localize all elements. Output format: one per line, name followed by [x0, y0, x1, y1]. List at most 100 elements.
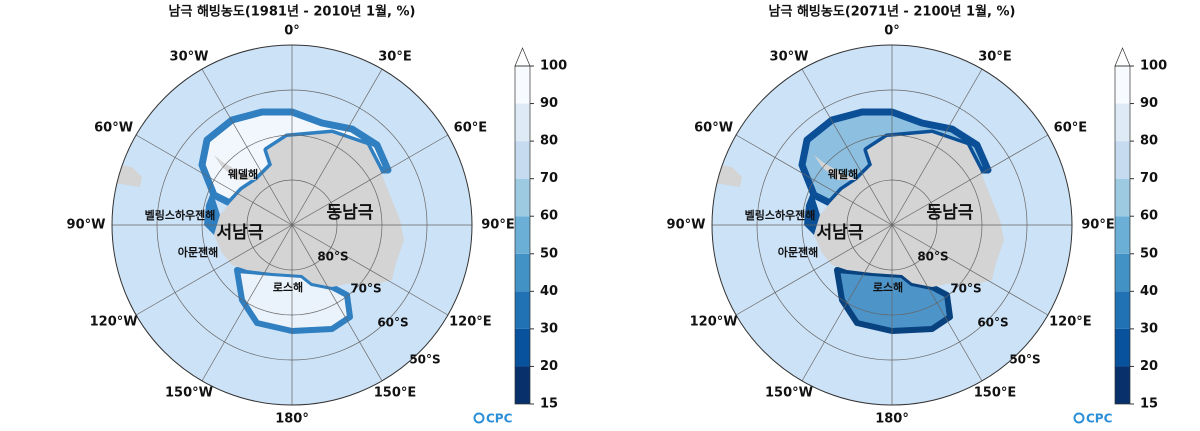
meridian — [891, 134, 1049, 226]
colorbar-tick-label: 30 — [540, 321, 558, 336]
longitude-label: 90°W — [67, 218, 106, 233]
colorbar-tick-label: 80 — [1140, 134, 1158, 149]
colorbar-segment — [515, 253, 530, 292]
map-border — [711, 44, 1073, 406]
logo-mark — [473, 412, 485, 424]
colorbar-tick-label: 30 — [1140, 321, 1158, 336]
meridian — [735, 224, 893, 316]
colorbar-segment — [1115, 66, 1130, 104]
logo-mark — [1073, 412, 1085, 424]
colorbar-tick-label: 70 — [1140, 171, 1158, 186]
colorbar-segment — [1115, 328, 1130, 367]
latitude-label: 50°S — [1009, 353, 1040, 367]
latitude-label: 70°S — [350, 282, 381, 296]
longitude-label: 120°E — [1049, 315, 1092, 330]
meridian — [201, 68, 293, 226]
colorbar-segment — [515, 366, 530, 404]
longitude-label: 60°W — [694, 121, 733, 136]
colorbar-tick-label: 60 — [540, 209, 558, 224]
sea-ice-ross — [234, 267, 353, 334]
latitude-label: 70°S — [950, 282, 981, 296]
longitude-label: 30°W — [170, 49, 209, 64]
map-title: 남극 해빙농도(2071년 - 2100년 1월, %) — [769, 4, 1016, 20]
longitude-label: 150°E — [374, 386, 417, 401]
colorbar-tick-label: 50 — [1140, 246, 1158, 261]
colorbar-segment — [1115, 253, 1130, 292]
sea-ice-west — [804, 190, 820, 235]
region-label: 동남극 — [327, 203, 374, 223]
colorbar-segment — [1115, 103, 1130, 142]
colorbar-tick-label: 80 — [540, 134, 558, 149]
colorbar-extend — [514, 47, 531, 67]
longitude-label: 30°E — [978, 49, 1011, 64]
longitude-label: 90°E — [1081, 218, 1114, 233]
polar-map: 0° 30°E 60°E 90°E 120°E 150°E 180° 150°W 120°W 90… — [667, 24, 1115, 427]
colorbar-segment — [515, 328, 530, 367]
meridian — [735, 134, 893, 226]
antarctica — [214, 133, 404, 287]
region-label: 로스해 — [873, 280, 903, 294]
south-america — [714, 165, 742, 187]
polar-map: 0° 30°E 60°E 90°E 120°E 150°E 180° 150°W 120°W 90… — [67, 24, 515, 427]
region-label: 웨델해 — [828, 167, 858, 181]
colorbar-tick-label: 20 — [1140, 359, 1158, 374]
latitude-label: 80°S — [317, 250, 348, 264]
colorbar-segment — [1115, 216, 1130, 254]
longitude-label: 90°W — [667, 218, 706, 233]
region-label: 아문젠해 — [178, 245, 218, 259]
sea-ice-west — [204, 190, 220, 235]
longitude-label: 30°E — [378, 49, 411, 64]
region-label: 웨델해 — [228, 167, 258, 181]
region-label: 로스해 — [273, 280, 303, 294]
logo: CPC — [486, 412, 513, 426]
sea-ice-ross — [834, 267, 953, 334]
colorbar-segment — [515, 216, 530, 254]
south-america — [114, 165, 142, 187]
meridian — [291, 224, 449, 316]
colorbar-segment — [1115, 366, 1130, 404]
colorbar-tick-label: 60 — [1140, 209, 1158, 224]
colorbar-extend — [1114, 47, 1131, 67]
region-label: 벨링스하우젠해 — [145, 208, 216, 222]
longitude-label: 180° — [275, 412, 309, 427]
colorbar-tick-label: 40 — [540, 284, 558, 299]
longitude-label: 120°E — [449, 315, 492, 330]
longitude-label: 0° — [284, 24, 300, 39]
region-label: 서남극 — [817, 223, 864, 243]
meridian — [135, 134, 293, 226]
longitude-label: 120°W — [690, 315, 738, 330]
longitude-label: 60°E — [1054, 121, 1087, 136]
map-title: 남극 해빙농도(1981년 - 2010년 1월, %) — [169, 4, 416, 20]
antarctica — [814, 133, 1004, 287]
latitude-label: 60°S — [377, 316, 408, 330]
meridian — [135, 224, 293, 316]
longitude-label: 150°W — [765, 386, 813, 401]
colorbar-tick-label: 90 — [540, 96, 558, 111]
colorbar-tick-label: 40 — [1140, 284, 1158, 299]
colorbar-tick-label: 100 — [1140, 59, 1167, 74]
latitude-label: 80°S — [917, 250, 948, 264]
colorbar-segment — [1115, 178, 1130, 217]
logo: CPC — [1086, 412, 1113, 426]
colorbar-tick-label: 20 — [540, 359, 558, 374]
longitude-label: 120°W — [90, 315, 138, 330]
colorbar-frame — [514, 65, 531, 405]
longitude-label: 90°E — [481, 218, 514, 233]
colorbar-segment — [515, 178, 530, 217]
latitude-label: 60°S — [977, 316, 1008, 330]
longitude-label: 0° — [884, 24, 900, 39]
colorbar-segment — [1115, 141, 1130, 179]
longitude-label: 30°W — [770, 49, 809, 64]
longitude-label: 60°E — [454, 121, 487, 136]
colorbar-segment — [1115, 291, 1130, 329]
meridian — [891, 224, 1049, 316]
meridian — [801, 68, 893, 226]
map-border — [111, 44, 473, 406]
colorbar-tick-label: 15 — [1140, 397, 1158, 412]
meridian — [891, 224, 983, 382]
meridian — [291, 134, 449, 226]
colorbar-tick-label: 15 — [540, 397, 558, 412]
longitude-label: 150°W — [165, 386, 213, 401]
colorbar-segment — [515, 66, 530, 104]
